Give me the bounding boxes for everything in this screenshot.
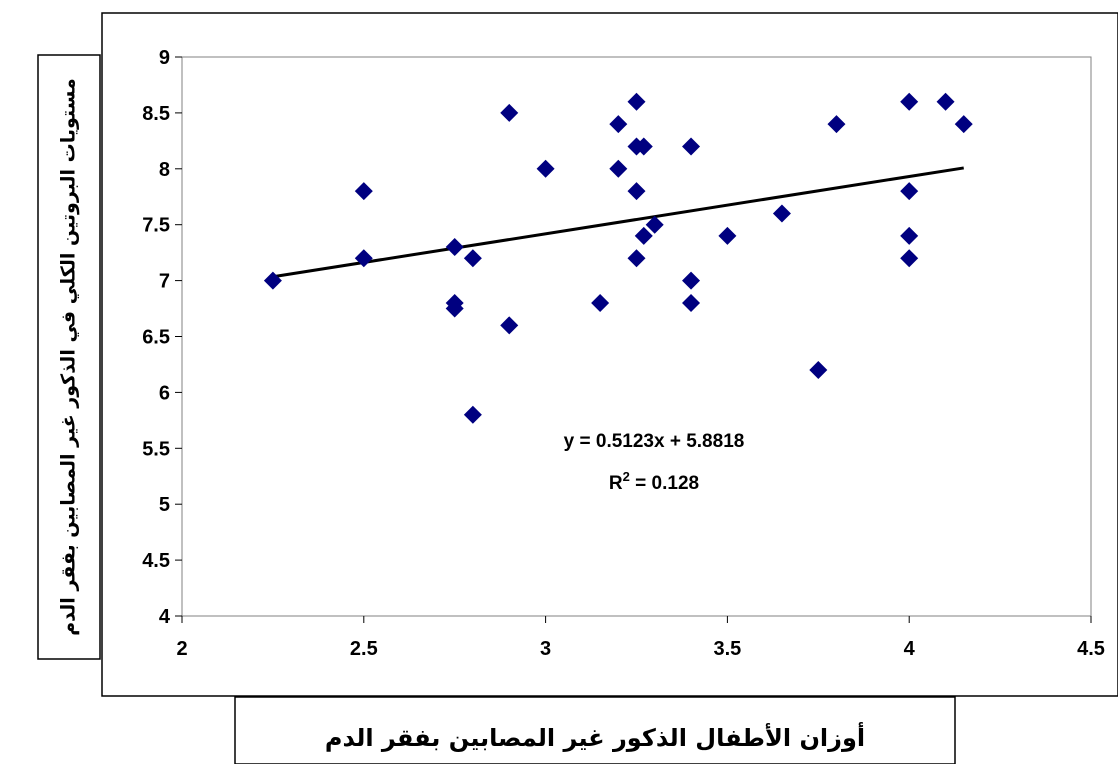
x-axis-title-box (234, 696, 956, 764)
y-tick-label: 7 (159, 271, 170, 293)
x-axis: 2 2.5 3 3.5 4 4.5 (176, 616, 1105, 660)
data-point (682, 271, 701, 290)
data-point (682, 293, 701, 312)
data-point (772, 204, 791, 223)
data-point (500, 103, 519, 122)
data-point (718, 226, 737, 245)
data-point (354, 249, 373, 268)
data-point (536, 159, 555, 178)
data-point (809, 361, 828, 380)
y-tick-label: 9 (159, 47, 170, 69)
data-point (827, 115, 846, 134)
data-point (682, 137, 701, 156)
y-tick-label: 8.5 (142, 103, 170, 125)
trendline (272, 166, 964, 279)
data-point (634, 226, 653, 245)
data-point (634, 137, 653, 156)
y-tick-label: 6 (159, 382, 170, 404)
y-tick-label: 7.5 (142, 215, 170, 237)
x-tick-label: 2 (176, 638, 187, 660)
y-tick-label: 5 (159, 494, 170, 516)
data-point (463, 405, 482, 424)
y-axis-title: مستويات البروتين الكلي في الذكور غير الم… (58, 78, 80, 636)
y-axis: 4 4.5 5 5.5 6 6.5 7 7.5 8 8.5 9 (142, 47, 182, 628)
data-point (900, 249, 919, 268)
y-axis-title-box (37, 54, 101, 660)
data-point (645, 215, 664, 234)
data-point (591, 293, 610, 312)
data-point (954, 115, 973, 134)
y-tick-label: 4.5 (142, 550, 170, 572)
y-tick-label: 4 (159, 606, 171, 628)
y-tick-label: 6.5 (142, 327, 170, 349)
data-point (900, 182, 919, 201)
r-squared-label: R2 = 0.128 (609, 469, 699, 494)
x-tick-label: 3 (540, 638, 551, 660)
data-point (445, 238, 464, 257)
data-point (463, 249, 482, 268)
data-point (609, 159, 628, 178)
data-point (354, 182, 373, 201)
x-tick-label: 2.5 (350, 638, 378, 660)
data-point (936, 92, 955, 111)
data-point (263, 271, 282, 290)
y-tick-label: 5.5 (142, 438, 170, 460)
y-tick-label: 8 (159, 159, 170, 181)
x-tick-label: 4 (904, 638, 916, 660)
x-tick-label: 4.5 (1077, 638, 1105, 660)
data-point (900, 226, 919, 245)
data-point (627, 182, 646, 201)
x-tick-label: 3.5 (713, 638, 741, 660)
data-point (627, 92, 646, 111)
data-point (500, 316, 519, 335)
data-point (609, 115, 628, 134)
x-axis-title: أوزان الأطفال الذكور غير المصابين بفقر ا… (325, 722, 865, 752)
trendline-equation: y = 0.5123x + 5.8818 (564, 431, 745, 452)
data-point (627, 249, 646, 268)
data-point (445, 299, 464, 318)
data-point (900, 92, 919, 111)
data-points (263, 92, 973, 424)
